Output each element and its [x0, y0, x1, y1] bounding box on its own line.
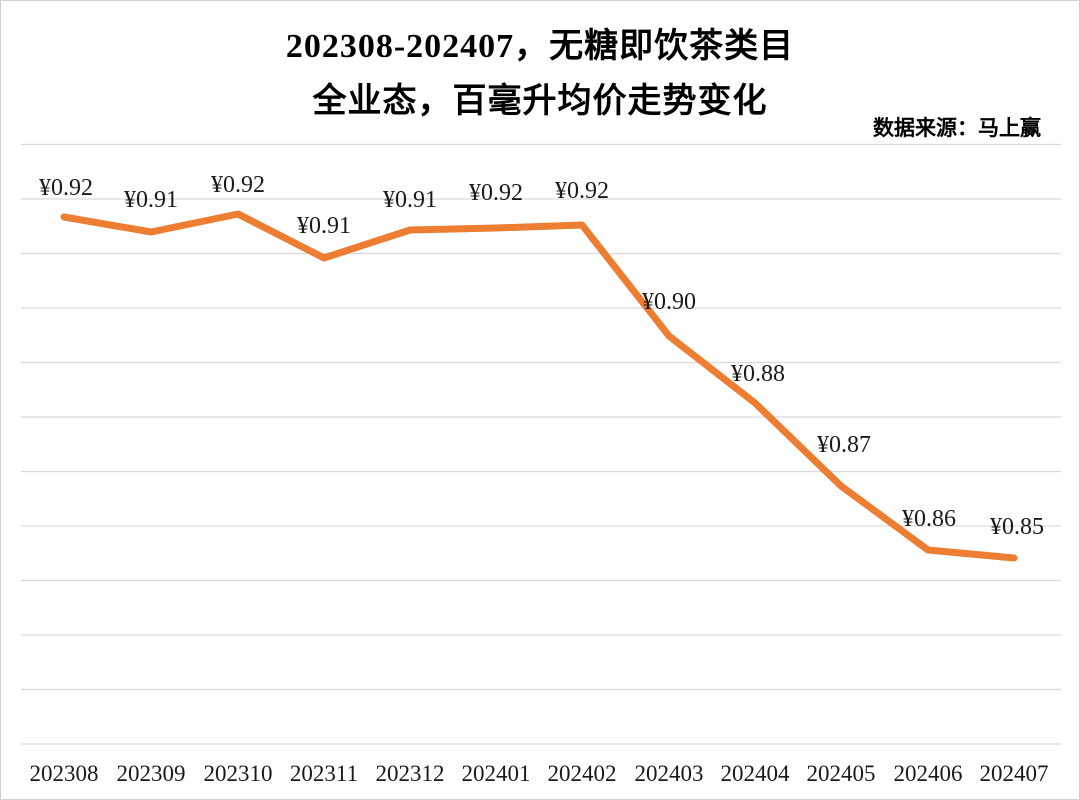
data-label: ¥0.87 — [817, 432, 871, 458]
data-label: ¥0.92 — [555, 178, 609, 204]
x-axis-label: 202309 — [117, 761, 186, 786]
x-axis-label: 202406 — [894, 761, 963, 786]
data-label: ¥0.86 — [902, 506, 956, 532]
data-label: ¥0.91 — [297, 213, 351, 239]
chart-title: 202308-202407，无糖即饮茶类目 全业态，百毫升均价走势变化 — [1, 19, 1079, 129]
data-label: ¥0.91 — [383, 187, 437, 213]
data-label: ¥0.88 — [731, 361, 785, 387]
chart-title-line2: 全业态，百毫升均价走势变化 — [312, 83, 768, 121]
x-axis-label: 202401 — [462, 761, 531, 786]
x-axis-label: 202312 — [376, 761, 445, 786]
x-axis-label: 202308 — [30, 761, 99, 786]
price-line-series — [60, 210, 1018, 562]
data-label: ¥0.90 — [642, 289, 696, 315]
x-axis-label: 202403 — [635, 761, 704, 786]
data-label: ¥0.92 — [469, 180, 523, 206]
data-source-note: 数据来源：马上赢 — [873, 116, 1041, 140]
x-axis-label: 202405 — [807, 761, 876, 786]
data-label: ¥0.92 — [39, 175, 93, 201]
x-axis-label: 202404 — [721, 761, 791, 786]
data-label: ¥0.91 — [124, 187, 178, 213]
x-axis-label: 202311 — [290, 761, 358, 786]
data-label: ¥0.85 — [990, 514, 1044, 540]
chart-title-line1: 202308-202407，无糖即饮茶类目 — [285, 28, 795, 65]
data-label: ¥0.92 — [211, 172, 265, 198]
x-axis-label: 202310 — [204, 761, 273, 786]
x-axis-label: 202402 — [548, 761, 617, 786]
x-axis-label: 202407 — [980, 761, 1049, 786]
